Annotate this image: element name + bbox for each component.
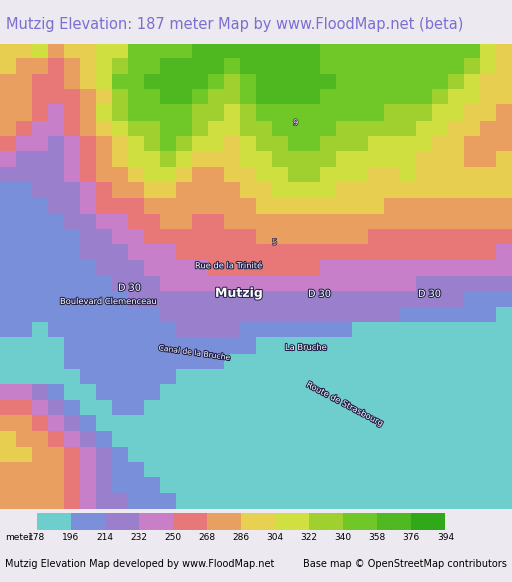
- Text: Mutzig Elevation Map developed by www.FloodMap.net: Mutzig Elevation Map developed by www.Fl…: [5, 559, 274, 569]
- Text: Mutzig Elevation: 187 meter Map by www.FloodMap.net (beta): Mutzig Elevation: 187 meter Map by www.F…: [6, 16, 463, 31]
- Bar: [275, 513, 309, 530]
- Bar: [105, 513, 139, 530]
- Bar: [377, 513, 412, 530]
- Text: Base map © OpenStreetMap contributors: Base map © OpenStreetMap contributors: [303, 559, 507, 569]
- Bar: [309, 513, 343, 530]
- Text: 250: 250: [164, 533, 182, 542]
- Text: La Bruche: La Bruche: [285, 343, 327, 352]
- Bar: [71, 513, 105, 530]
- Text: meter: meter: [5, 533, 32, 542]
- Text: 178: 178: [28, 533, 46, 542]
- Text: 214: 214: [96, 533, 114, 542]
- Bar: [173, 513, 207, 530]
- Text: Rue de la Trinité: Rue de la Trinité: [195, 261, 263, 270]
- Bar: [207, 513, 241, 530]
- Text: D 30: D 30: [308, 289, 331, 299]
- Text: Canal de la Bruche: Canal de la Bruche: [158, 343, 231, 362]
- Text: 358: 358: [369, 533, 386, 542]
- Bar: [139, 513, 173, 530]
- Text: 340: 340: [335, 533, 352, 542]
- Text: Boulevard Clemenceau: Boulevard Clemenceau: [60, 297, 158, 306]
- Text: 304: 304: [267, 533, 284, 542]
- Text: 196: 196: [62, 533, 79, 542]
- Text: 394: 394: [437, 533, 454, 542]
- Text: 268: 268: [199, 533, 216, 542]
- Text: 376: 376: [403, 533, 420, 542]
- Text: 286: 286: [232, 533, 250, 542]
- Text: 232: 232: [131, 533, 147, 542]
- Bar: [37, 513, 71, 530]
- Text: 9: 9: [293, 118, 298, 127]
- Text: D 30: D 30: [118, 283, 141, 293]
- Text: Route de Strasbourg: Route de Strasbourg: [305, 380, 386, 428]
- Bar: [241, 513, 275, 530]
- Text: 5: 5: [272, 238, 278, 247]
- Bar: [343, 513, 377, 530]
- Text: Mutzig: Mutzig: [215, 287, 262, 300]
- Text: D 30: D 30: [418, 289, 441, 299]
- Text: 322: 322: [301, 533, 318, 542]
- Bar: [412, 513, 445, 530]
